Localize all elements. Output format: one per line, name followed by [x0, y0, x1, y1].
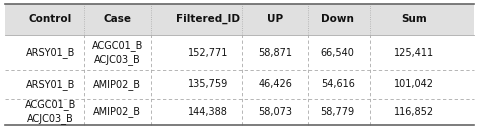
Text: 116,852: 116,852 — [394, 107, 434, 117]
Text: ACGC01_B
ACJC03_B: ACGC01_B ACJC03_B — [24, 99, 76, 124]
Text: Filtered_ID: Filtered_ID — [176, 14, 240, 25]
Text: AMIP02_B: AMIP02_B — [93, 106, 141, 117]
Text: 152,771: 152,771 — [188, 48, 228, 58]
Text: AMIP02_B: AMIP02_B — [93, 79, 141, 90]
Bar — [5, 4, 474, 35]
Text: Down: Down — [321, 14, 354, 24]
Text: ACGC01_B
ACJC03_B: ACGC01_B ACJC03_B — [91, 40, 143, 65]
Text: 58,871: 58,871 — [259, 48, 292, 58]
Text: UP: UP — [267, 14, 284, 24]
Text: Sum: Sum — [401, 14, 427, 24]
Text: 54,616: 54,616 — [321, 79, 354, 90]
Text: 58,073: 58,073 — [259, 107, 292, 117]
Text: ARSY01_B: ARSY01_B — [25, 47, 75, 58]
Text: Control: Control — [29, 14, 72, 24]
Text: 58,779: 58,779 — [320, 107, 355, 117]
Text: 135,759: 135,759 — [188, 79, 228, 90]
Text: 66,540: 66,540 — [321, 48, 354, 58]
Text: Case: Case — [103, 14, 131, 24]
Text: 46,426: 46,426 — [259, 79, 292, 90]
Text: 125,411: 125,411 — [394, 48, 434, 58]
Text: ARSY01_B: ARSY01_B — [25, 79, 75, 90]
Text: 101,042: 101,042 — [394, 79, 434, 90]
Text: 144,388: 144,388 — [188, 107, 228, 117]
